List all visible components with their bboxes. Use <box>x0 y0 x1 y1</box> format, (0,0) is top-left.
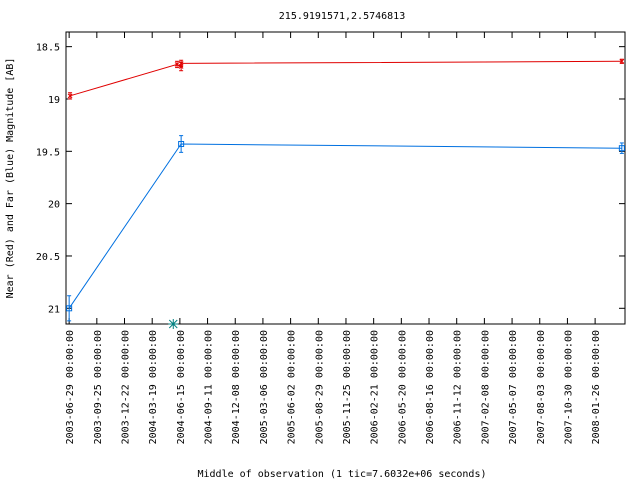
y-tick-label: 19 <box>48 95 60 106</box>
x-tick-label: 2004-03-19 00:00:00 <box>148 330 159 444</box>
y-tick-label: 20 <box>48 200 60 211</box>
y-tick-label: 20.5 <box>36 252 60 263</box>
x-tick-label: 2005-03-06 00:00:00 <box>259 330 270 444</box>
x-tick-label: 2007-08-03 00:00:00 <box>536 330 547 444</box>
x-tick-label: 2005-06-02 00:00:00 <box>287 330 298 444</box>
x-tick-label: 2008-01-26 00:00:00 <box>591 330 602 444</box>
x-tick-label: 2006-08-16 00:00:00 <box>425 330 436 444</box>
x-tick-label: 2004-06-15 00:00:00 <box>176 330 187 444</box>
series-1-line <box>68 143 622 309</box>
star-marker <box>168 319 179 329</box>
y-tick-label: 18.5 <box>36 43 60 54</box>
plot-frame <box>65 31 626 325</box>
y-tick-label: 21 <box>48 304 60 315</box>
x-axis-label: Middle of observation (1 tic=7.6032e+06 … <box>198 469 487 480</box>
x-tick-label: 2007-02-08 00:00:00 <box>480 330 491 444</box>
y-tick-label: 19.5 <box>36 147 60 158</box>
x-tick-label: 2006-11-12 00:00:00 <box>453 330 464 444</box>
x-tick-label: 2003-12-22 00:00:00 <box>121 330 132 444</box>
x-tick-label: 2006-05-20 00:00:00 <box>397 330 408 444</box>
y-axis-label: Near (Red) and Far (Blue) Magnitude [AB] <box>5 58 16 299</box>
x-tick-label: 2003-09-25 00:00:00 <box>93 330 104 444</box>
x-tick-label: 2007-10-30 00:00:00 <box>563 330 574 444</box>
data-point <box>174 62 180 67</box>
chart-title: 215.9191571,2.5746813 <box>279 11 405 22</box>
x-tick-label: 2006-02-21 00:00:00 <box>370 330 381 444</box>
x-tick-label: 2003-06-29 00:00:00 <box>65 330 76 444</box>
data-point <box>66 305 73 312</box>
x-tick-label: 2004-09-11 00:00:00 <box>204 330 215 444</box>
x-tick-label: 2005-11-25 00:00:00 <box>342 330 353 444</box>
data-point <box>67 93 73 99</box>
data-point <box>178 140 185 147</box>
series-0-line <box>69 60 622 97</box>
data-point <box>178 61 184 66</box>
data-point <box>618 145 625 152</box>
data-point <box>619 58 625 64</box>
x-tick-label: 2004-12-08 00:00:00 <box>231 330 242 444</box>
x-tick-label: 2005-08-29 00:00:00 <box>314 330 325 444</box>
x-tick-label: 2007-05-07 00:00:00 <box>508 330 519 444</box>
